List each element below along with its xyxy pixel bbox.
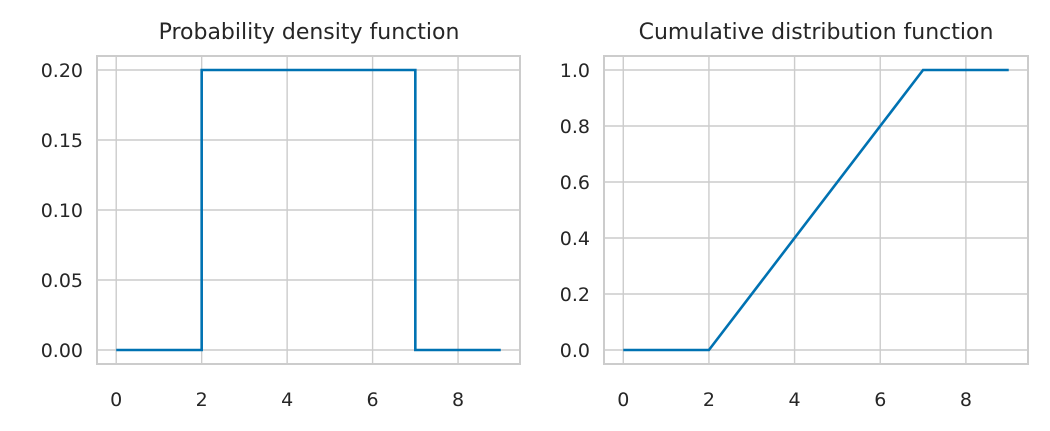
pdf-x-tick-label: 4 [281,389,293,411]
cdf-y-tick-label: 0.6 [560,172,590,194]
cdf-x-tick-label: 2 [703,389,715,411]
cdf-series-line [623,68,1009,352]
pdf-x-tick-label: 2 [196,389,208,411]
cdf-x-tick-label: 0 [617,389,629,411]
cdf-x-tick-label: 8 [960,389,972,411]
pdf-y-tick-label: 0.15 [41,130,83,152]
cdf-title: Cumulative distribution function [639,20,994,45]
pdf-x-tick-label: 6 [367,389,379,411]
cdf-frame [603,55,1029,365]
pdf-panel: Probability density function 0 2 4 6 8 0.00 0.… [41,20,521,411]
pdf-title: Probability density function [159,20,460,45]
pdf-y-tick-label: 0.05 [41,270,83,292]
pdf-y-tick-label: 0.20 [41,60,83,82]
cdf-x-tick-label: 6 [874,389,886,411]
cdf-y-tick-label: 1.0 [560,60,590,82]
cdf-y-tick-label: 0.4 [560,228,590,250]
cdf-y-tick-label: 0.8 [560,116,590,138]
pdf-x-tick-label: 8 [452,389,464,411]
cdf-x-tick-label: 4 [789,389,801,411]
pdf-frame [96,55,521,365]
pdf-y-tick-label: 0.10 [41,200,83,222]
cdf-y-tick-label: 0.2 [560,284,590,306]
cdf-panel: Cumulative distribution function 0 2 4 6 8 0.… [560,20,1029,411]
pdf-x-tick-label: 0 [110,389,122,411]
pdf-series-line [116,68,501,352]
pdf-y-tick-label: 0.00 [41,340,83,362]
cdf-y-tick-label: 0.0 [560,340,590,362]
